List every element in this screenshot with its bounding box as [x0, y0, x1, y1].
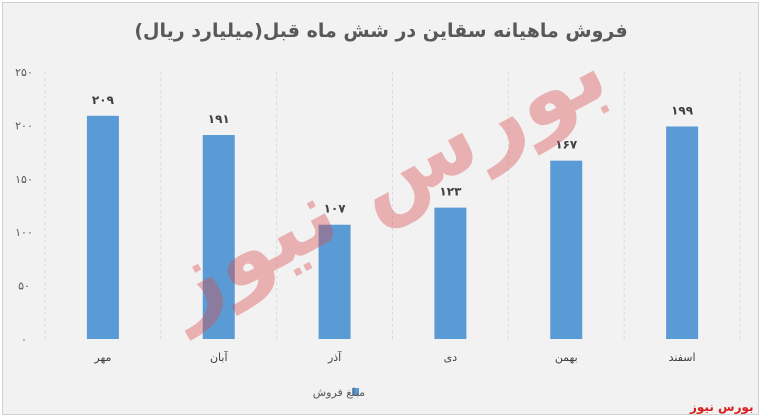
data-label: ۱۹۹ — [671, 103, 694, 117]
chart-frame — [2, 2, 759, 415]
y-tick-label: ۰ — [21, 333, 27, 346]
data-label: ۱۰۷ — [324, 202, 347, 216]
category-label: دی — [444, 351, 458, 364]
category-labels: مهر آبان آذر دی بهمن اسفند — [93, 350, 695, 364]
chart-title: فروش ماهیانه سقاین در شش ماه قبل(میلیارد… — [134, 20, 627, 42]
brand-logo: بورس نیوز — [690, 400, 754, 414]
category-label: بهمن — [555, 351, 578, 364]
y-axis-ticks: ۰ ۵۰ ۱۰۰ ۱۵۰ ۲۰۰ ۲۵۰ — [15, 66, 33, 346]
bar — [550, 160, 583, 339]
legend-swatch — [352, 388, 359, 395]
legend: مبلغ فروش — [313, 386, 365, 399]
data-label: ۱۲۳ — [439, 185, 462, 199]
category-label: آبان — [210, 350, 228, 364]
legend-label: مبلغ فروش — [313, 386, 365, 399]
data-label: ۱۹۱ — [208, 112, 230, 126]
y-tick-label: ۱۰۰ — [15, 226, 33, 239]
bar — [202, 135, 235, 339]
y-tick-label: ۲۵۰ — [15, 66, 33, 79]
y-tick-label: ۲۰۰ — [15, 119, 33, 132]
bar — [434, 207, 467, 339]
category-label: آذر — [327, 350, 342, 364]
bars — [86, 115, 699, 340]
bar — [318, 224, 351, 339]
bar — [86, 115, 119, 340]
category-label: اسفند — [669, 351, 696, 364]
data-label: ۱۶۷ — [555, 138, 578, 152]
gridlines — [44, 72, 741, 339]
y-tick-label: ۵۰ — [18, 280, 30, 293]
category-label: مهر — [93, 351, 111, 364]
data-labels: ۲۰۹ ۱۹۱ ۱۰۷ ۱۲۳ ۱۶۷ ۱۹۹ — [92, 93, 694, 216]
data-label: ۲۰۹ — [92, 93, 115, 107]
bar — [666, 126, 699, 339]
y-tick-label: ۱۵۰ — [15, 173, 33, 186]
